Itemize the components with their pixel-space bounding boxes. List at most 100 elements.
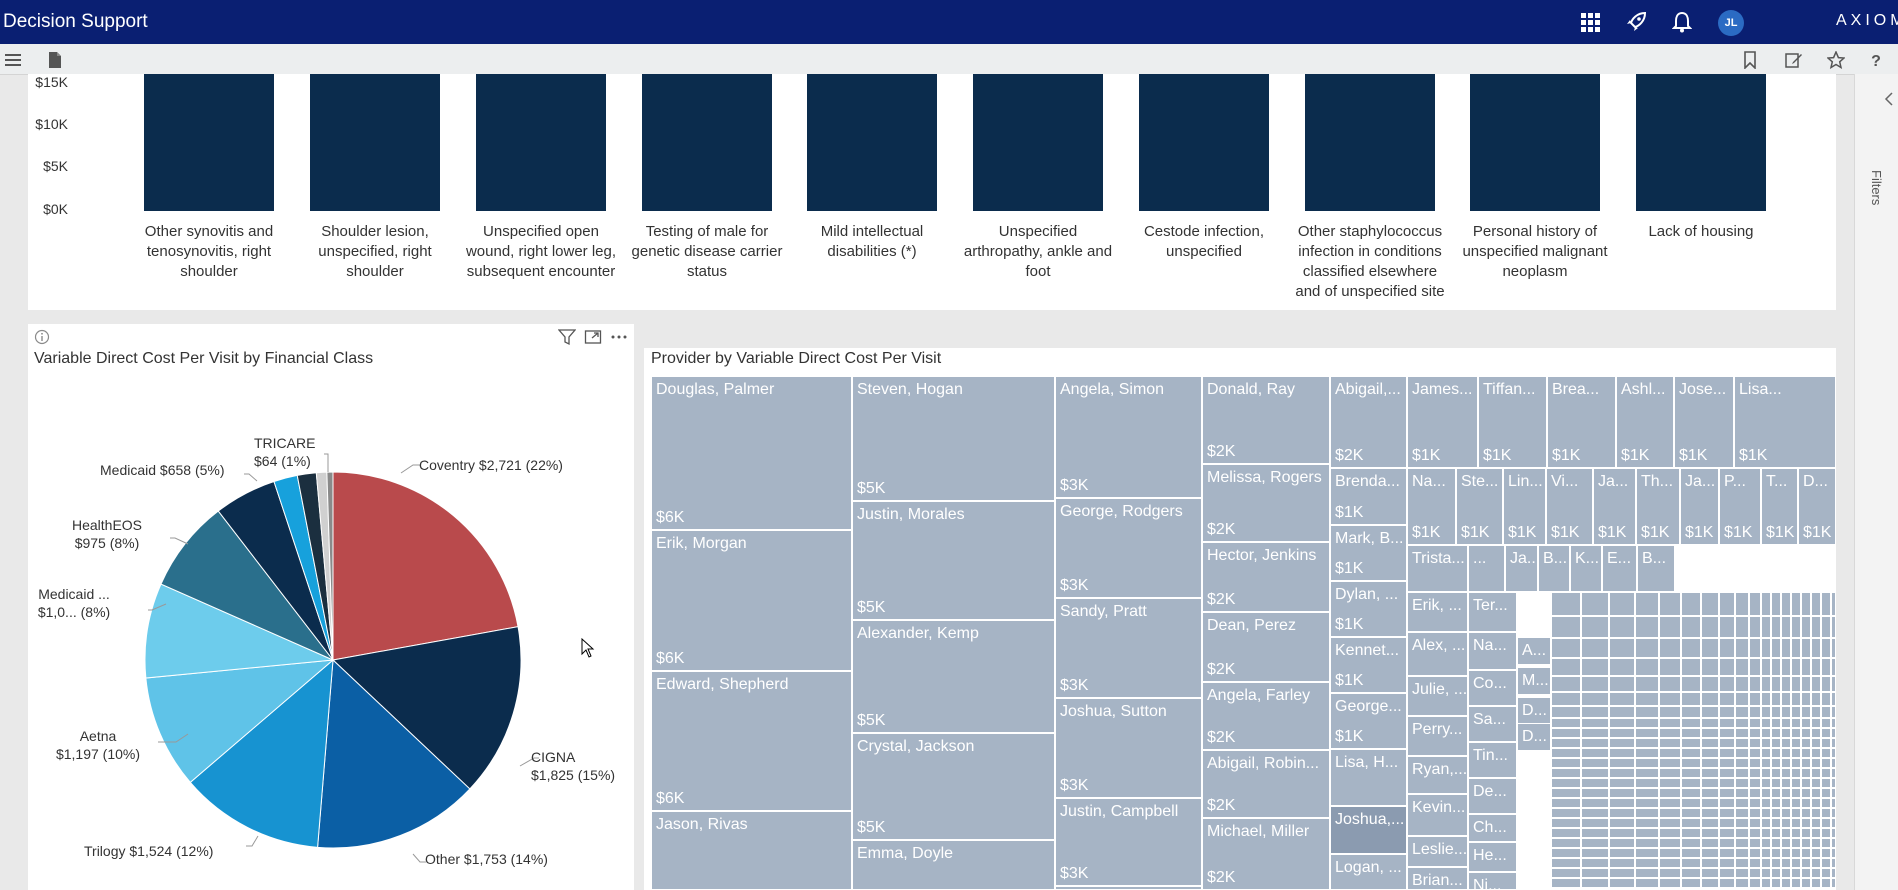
- treemap-cell-small[interactable]: [1735, 758, 1749, 768]
- treemap-cell-small[interactable]: [1831, 768, 1836, 778]
- treemap-cell-small[interactable]: [1581, 858, 1609, 868]
- treemap-cell-small[interactable]: [1609, 778, 1635, 788]
- treemap-cell-small[interactable]: [1581, 638, 1609, 658]
- treemap-cell-small[interactable]: [1791, 748, 1801, 758]
- treemap-cell-small[interactable]: [1761, 848, 1771, 858]
- treemap-cell-small[interactable]: [1831, 718, 1836, 728]
- treemap-cell-small[interactable]: [1831, 828, 1836, 838]
- treemap-cell-small[interactable]: [1761, 828, 1771, 838]
- treemap-cell[interactable]: Crystal, Jackson $5K: [852, 733, 1055, 840]
- treemap-cell-small[interactable]: [1791, 778, 1801, 788]
- pie-slice-aetna[interactable]: [145, 659, 335, 784]
- treemap-cell-small[interactable]: [1659, 638, 1681, 658]
- treemap-cell-small[interactable]: [1735, 808, 1749, 818]
- treemap-cell-small[interactable]: [1811, 718, 1821, 728]
- treemap-cell-small[interactable]: [1735, 748, 1749, 758]
- treemap-cell-small[interactable]: [1701, 768, 1719, 778]
- pie-slice-trilogy[interactable]: [189, 658, 334, 848]
- treemap-cell-small[interactable]: [1701, 692, 1719, 706]
- treemap-cell-small[interactable]: [1821, 778, 1831, 788]
- treemap-cell[interactable]: Lisa... $1K: [1734, 376, 1836, 468]
- treemap-cell-small[interactable]: [1735, 658, 1749, 676]
- treemap-cell-small[interactable]: [1791, 838, 1801, 848]
- treemap-cell-small[interactable]: [1681, 838, 1701, 848]
- treemap-cell-small[interactable]: [1701, 706, 1719, 718]
- treemap-cell-small[interactable]: [1791, 878, 1801, 888]
- treemap-cell[interactable]: Joshua,...: [1330, 806, 1407, 854]
- treemap-cell[interactable]: Jason, Rivas: [651, 811, 852, 890]
- treemap-cell-small[interactable]: [1719, 848, 1735, 858]
- treemap-cell-small[interactable]: [1821, 878, 1831, 888]
- treemap-cell-small[interactable]: [1811, 758, 1821, 768]
- treemap-cell-small[interactable]: [1831, 758, 1836, 768]
- treemap-cell[interactable]: De...: [1468, 778, 1517, 814]
- treemap-cell-small[interactable]: [1831, 676, 1836, 692]
- treemap-cell-small[interactable]: [1551, 768, 1581, 778]
- treemap-cell-small[interactable]: [1821, 818, 1831, 828]
- treemap-cell-small[interactable]: [1735, 728, 1749, 738]
- treemap-cell-small[interactable]: [1791, 728, 1801, 738]
- treemap-cell-small[interactable]: [1719, 676, 1735, 692]
- treemap-cell-small[interactable]: [1551, 692, 1581, 706]
- treemap-cell-small[interactable]: [1609, 692, 1635, 706]
- treemap-cell-small[interactable]: [1821, 838, 1831, 848]
- treemap-cell-small[interactable]: [1749, 818, 1761, 828]
- treemap-cell-small[interactable]: [1701, 858, 1719, 868]
- treemap-cell-small[interactable]: [1581, 676, 1609, 692]
- treemap-cell-small[interactable]: [1781, 778, 1791, 788]
- treemap-cell[interactable]: Justin, Campbell $3K: [1055, 798, 1202, 886]
- treemap-cell[interactable]: Angela, Simon $3K: [1055, 376, 1202, 498]
- treemap-cell-small[interactable]: [1781, 818, 1791, 828]
- user-avatar[interactable]: JL: [1718, 10, 1744, 36]
- treemap-cell-small[interactable]: [1811, 868, 1821, 878]
- treemap-cell-small[interactable]: [1719, 748, 1735, 758]
- treemap-cell[interactable]: B...: [1637, 545, 1675, 592]
- treemap-cell[interactable]: Michael, Miller $2K: [1202, 818, 1330, 890]
- treemap-cell-small[interactable]: [1791, 848, 1801, 858]
- treemap-cell-small[interactable]: [1791, 768, 1801, 778]
- treemap-cell-small[interactable]: [1581, 768, 1609, 778]
- treemap-cell-small[interactable]: [1811, 828, 1821, 838]
- treemap-cell-small[interactable]: [1801, 848, 1811, 858]
- treemap-cell-small[interactable]: [1609, 768, 1635, 778]
- treemap-cell-small[interactable]: [1581, 868, 1609, 878]
- treemap-cell-small[interactable]: [1659, 768, 1681, 778]
- treemap-cell[interactable]: Ja... $1K: [1680, 468, 1719, 545]
- treemap-cell-small[interactable]: [1581, 692, 1609, 706]
- treemap-cell-small[interactable]: [1831, 858, 1836, 868]
- treemap-cell-small[interactable]: [1635, 718, 1659, 728]
- edit-icon[interactable]: [1784, 50, 1804, 70]
- treemap-cell-small[interactable]: [1681, 828, 1701, 838]
- treemap-cell-small[interactable]: [1609, 706, 1635, 718]
- treemap-cell-small[interactable]: [1801, 818, 1811, 828]
- treemap-cell-small[interactable]: [1701, 828, 1719, 838]
- treemap-cell-small[interactable]: [1581, 798, 1609, 808]
- treemap-cell-small[interactable]: [1821, 728, 1831, 738]
- treemap-cell[interactable]: Kevin...: [1407, 794, 1468, 836]
- treemap-cell-small[interactable]: [1659, 592, 1681, 616]
- treemap-cell-small[interactable]: [1719, 878, 1735, 888]
- treemap-cell-small[interactable]: [1659, 718, 1681, 728]
- treemap-cell[interactable]: Jose... $1K: [1674, 376, 1734, 468]
- treemap-cell-small[interactable]: [1659, 692, 1681, 706]
- treemap-cell[interactable]: Steven, Hogan $5K: [852, 376, 1055, 501]
- treemap-cell-small[interactable]: [1635, 728, 1659, 738]
- treemap-cell-small[interactable]: [1681, 768, 1701, 778]
- treemap-cell-small[interactable]: [1801, 798, 1811, 808]
- treemap-cell-small[interactable]: [1551, 828, 1581, 838]
- treemap-cell-small[interactable]: [1635, 616, 1659, 638]
- treemap-cell-small[interactable]: [1635, 868, 1659, 878]
- treemap-cell-small[interactable]: [1551, 758, 1581, 768]
- treemap-cell-small[interactable]: [1681, 592, 1701, 616]
- treemap-cell[interactable]: Mark, B... $1K: [1330, 525, 1407, 581]
- treemap-cell-small[interactable]: [1781, 808, 1791, 818]
- treemap-cell-small[interactable]: [1551, 676, 1581, 692]
- treemap-cell-small[interactable]: [1781, 616, 1791, 638]
- treemap-cell-small[interactable]: [1659, 828, 1681, 838]
- treemap-cell-small[interactable]: [1831, 706, 1836, 718]
- treemap-cell-small[interactable]: [1719, 788, 1735, 798]
- treemap-cell-small[interactable]: [1749, 676, 1761, 692]
- treemap-cell-small[interactable]: [1701, 818, 1719, 828]
- treemap-cell[interactable]: Th... $1K: [1636, 468, 1680, 545]
- treemap-cell-small[interactable]: [1551, 788, 1581, 798]
